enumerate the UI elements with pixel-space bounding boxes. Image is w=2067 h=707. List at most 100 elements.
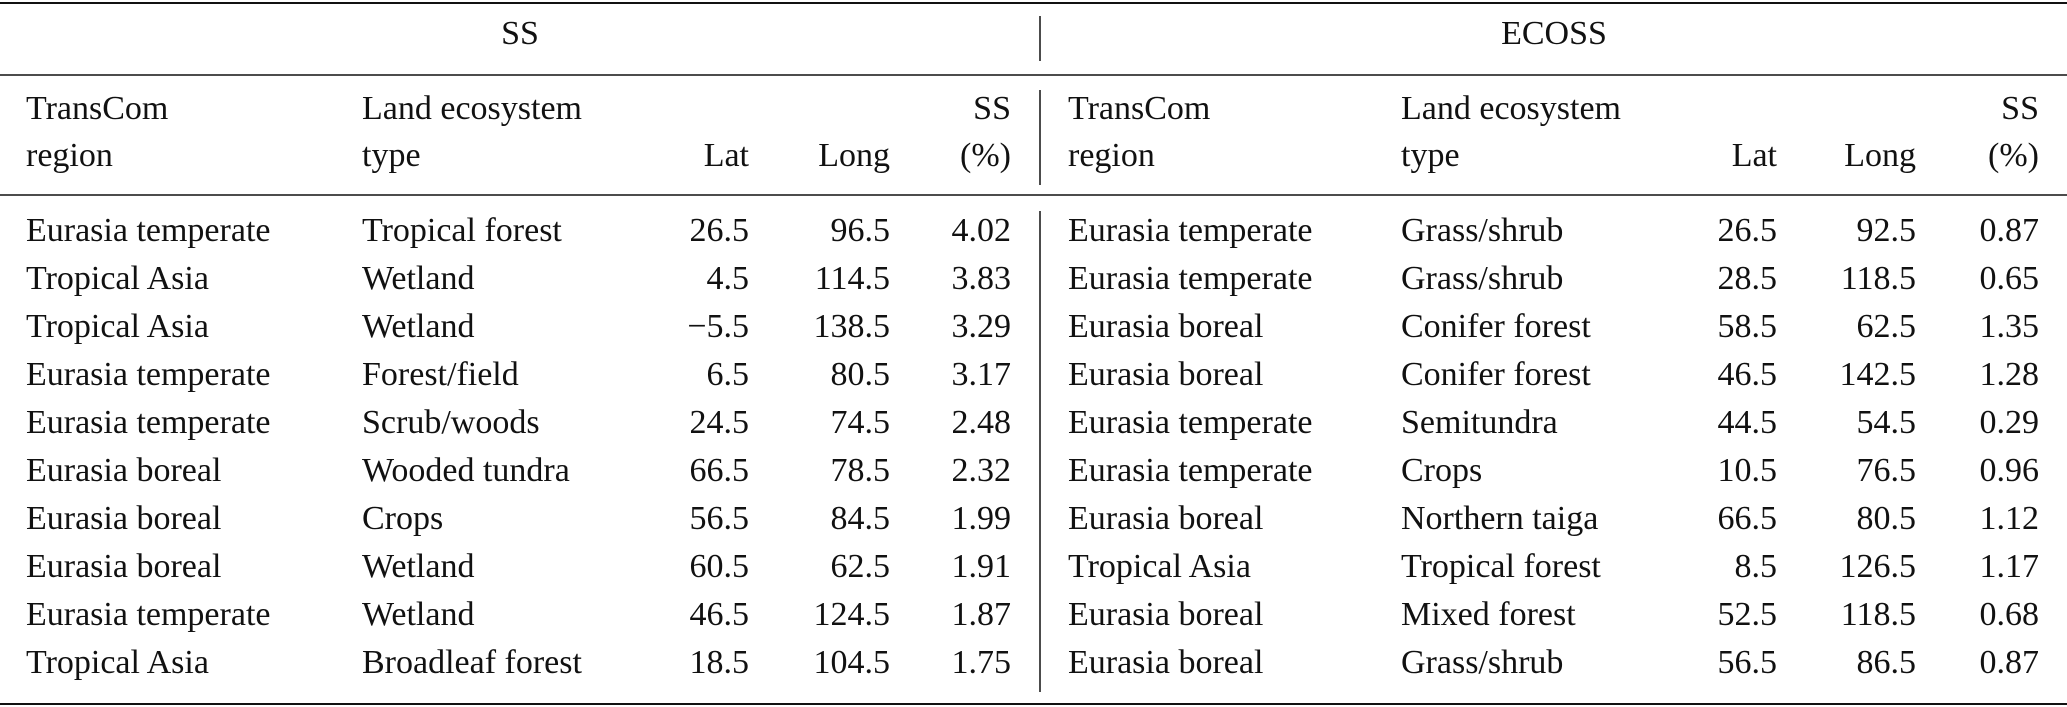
table-cell: Eurasia temperate (26, 404, 270, 441)
table-cell: 52.5 (1718, 596, 1778, 633)
column-header: Lat (704, 137, 750, 174)
table-cell: 2.32 (952, 452, 1012, 489)
table-cell: 118.5 (1841, 596, 1916, 633)
table-cell: 54.5 (1857, 404, 1917, 441)
table-cell: Mixed forest (1401, 596, 1576, 633)
table-cell: Tropical Asia (26, 308, 209, 345)
table-cell: 18.5 (690, 644, 750, 681)
table-cell: 28.5 (1718, 260, 1778, 297)
table-cell: 118.5 (1841, 260, 1916, 297)
column-header: region (1068, 137, 1155, 174)
column-header: Land ecosystem (1401, 90, 1621, 127)
table-cell: Semitundra (1401, 404, 1558, 441)
table-cell: Eurasia temperate (26, 356, 270, 393)
table-cell: Eurasia boreal (1068, 596, 1263, 633)
table-cell: 96.5 (831, 212, 891, 249)
table-cell: 114.5 (815, 260, 890, 297)
table-cell: 6.5 (707, 356, 750, 393)
column-header: SS (973, 90, 1011, 127)
column-header: Land ecosystem (362, 90, 582, 127)
column-header: SS (2001, 90, 2039, 127)
column-header: Long (818, 137, 890, 174)
column-header: TransCom (1068, 90, 1210, 127)
table-cell: Eurasia boreal (26, 500, 221, 537)
table-cell: 0.65 (1980, 260, 2040, 297)
table-cell: 66.5 (690, 452, 750, 489)
table-cell: 0.68 (1980, 596, 2040, 633)
table-cell: Forest/field (362, 356, 519, 393)
table-cell: Conifer forest (1401, 356, 1591, 393)
column-header: type (1401, 137, 1460, 174)
table-cell: 92.5 (1857, 212, 1917, 249)
table-cell: 62.5 (1857, 308, 1917, 345)
table-cell: 24.5 (690, 404, 750, 441)
table-cell: 46.5 (690, 596, 750, 633)
table-cell: 26.5 (1718, 212, 1778, 249)
column-header: (%) (960, 137, 1011, 174)
table-cell: 44.5 (1718, 404, 1778, 441)
table-cell: Eurasia boreal (1068, 644, 1263, 681)
table-cell: −5.5 (687, 308, 749, 345)
table-cell: Tropical Asia (1068, 548, 1251, 585)
table-cell: 138.5 (814, 308, 891, 345)
table-cell: 3.83 (952, 260, 1012, 297)
table-cell: Eurasia temperate (1068, 452, 1312, 489)
table-cell: 60.5 (690, 548, 750, 585)
table-cell: Eurasia temperate (1068, 260, 1312, 297)
column-header: (%) (1988, 137, 2039, 174)
table-cell: 0.29 (1980, 404, 2040, 441)
table-cell: Eurasia boreal (1068, 500, 1263, 537)
table-cell: 1.91 (952, 548, 1012, 585)
table-cell: Wetland (362, 260, 474, 297)
column-header: type (362, 137, 421, 174)
table-cell: 84.5 (831, 500, 891, 537)
table-cell: 66.5 (1718, 500, 1778, 537)
table-cell: 2.48 (952, 404, 1012, 441)
table-cell: Crops (1401, 452, 1482, 489)
table-cell: 46.5 (1718, 356, 1778, 393)
table-cell: 62.5 (831, 548, 891, 585)
table-cell: Wooded tundra (362, 452, 570, 489)
table-cell: Eurasia boreal (26, 452, 221, 489)
table-cell: Grass/shrub (1401, 260, 1563, 297)
table-cell: 10.5 (1718, 452, 1778, 489)
table-cell: 0.87 (1980, 212, 2040, 249)
table-cell: Tropical Asia (26, 260, 209, 297)
column-header: TransCom (26, 90, 168, 127)
table-cell: 56.5 (1718, 644, 1778, 681)
table-cell: 1.35 (1980, 308, 2040, 345)
table-cell: Tropical forest (362, 212, 562, 249)
table-cell: Broadleaf forest (362, 644, 583, 681)
table-cell: 76.5 (1857, 452, 1917, 489)
table-cell: Wetland (362, 308, 474, 345)
table-cell: 4.02 (952, 212, 1012, 249)
table-cell: 124.5 (814, 596, 891, 633)
table-cell: 0.96 (1980, 452, 2040, 489)
table-cell: Eurasia temperate (26, 596, 270, 633)
table-cell: Eurasia boreal (1068, 356, 1263, 393)
table-cell: 142.5 (1840, 356, 1917, 393)
table-cell: Scrub/woods (362, 404, 540, 441)
table-cell: 1.99 (952, 500, 1012, 537)
table-cell: Eurasia boreal (1068, 308, 1263, 345)
table-cell: Wetland (362, 548, 474, 585)
table-cell: Eurasia temperate (26, 212, 270, 249)
column-header: region (26, 137, 113, 174)
table-cell: Conifer forest (1401, 308, 1591, 345)
table-cell: Crops (362, 500, 443, 537)
table-cell: 4.5 (707, 260, 750, 297)
table-cell: 78.5 (831, 452, 891, 489)
table-cell: Grass/shrub (1401, 212, 1563, 249)
table-cell: 56.5 (690, 500, 750, 537)
table-cell: Tropical forest (1401, 548, 1601, 585)
group-header: SS (501, 15, 539, 52)
table-cell: Eurasia temperate (1068, 212, 1312, 249)
table-cell: Wetland (362, 596, 474, 633)
table-cell: 1.75 (952, 644, 1012, 681)
column-header: Lat (1732, 137, 1778, 174)
table-cell: 80.5 (831, 356, 891, 393)
table-cell: 104.5 (814, 644, 891, 681)
table-cell: 74.5 (831, 404, 891, 441)
table-cell: 26.5 (690, 212, 750, 249)
